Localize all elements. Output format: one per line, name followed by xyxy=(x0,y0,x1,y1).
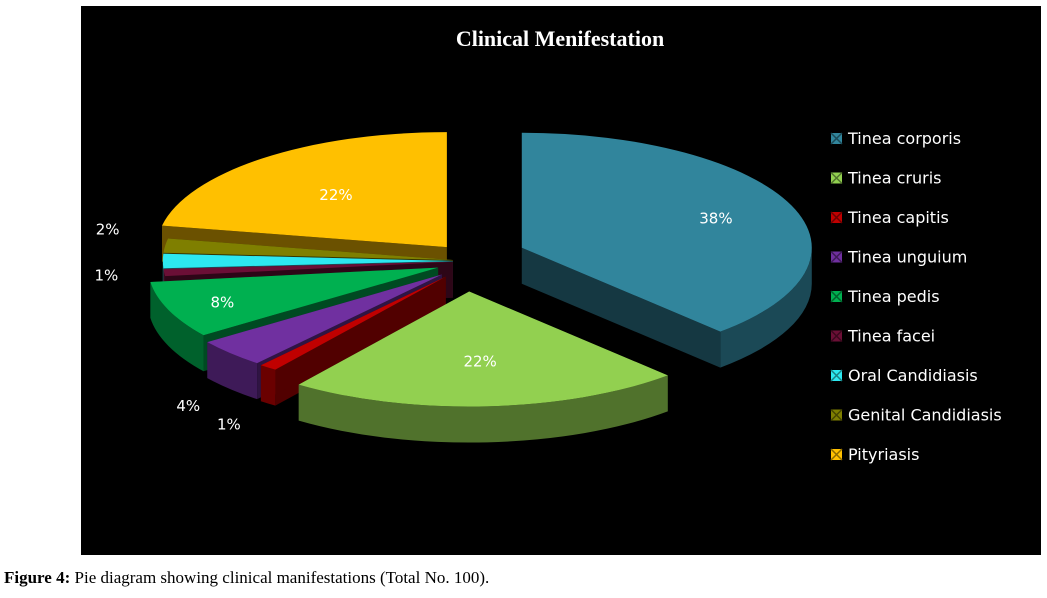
legend-swatch-mark xyxy=(830,448,843,461)
legend-label-tinea-capitis: Tinea capitis xyxy=(847,208,949,227)
legend-label-oral-candidiasis: Oral Candidiasis xyxy=(848,366,978,385)
legend-label-tinea-facei: Tinea facei xyxy=(847,327,935,346)
pie-data-labels: 38%22%1%4%8%1%2%2%22% xyxy=(95,186,733,434)
legend-label-pityriasis: Pityriasis xyxy=(848,445,919,464)
pie-slices xyxy=(150,132,812,407)
slice-outer-wall xyxy=(298,375,668,443)
data-label: 2% xyxy=(96,221,120,239)
slice-wall xyxy=(521,247,721,368)
legend-label-tinea-unguium: Tinea unguium xyxy=(847,248,967,267)
data-label: 4% xyxy=(176,397,200,415)
legend-swatch-mark xyxy=(830,290,843,303)
legend-label-tinea-pedis: Tinea pedis xyxy=(847,287,940,306)
legend-swatch-mark xyxy=(830,132,843,145)
pie-chart: Clinical Menifestation 38% 22% 1% 4% 8% 1% 2% 2… xyxy=(95,26,1002,464)
pie-slice-tinea-corporis xyxy=(521,132,812,332)
legend-swatch-mark xyxy=(830,408,843,422)
data-label: 38% xyxy=(699,209,732,227)
legend-label-genital-candidiasis: Genital Candidiasis xyxy=(848,406,1002,425)
pie-slice-genital-candidiasis xyxy=(163,238,453,261)
caption-text: Pie diagram showing clinical manifestati… xyxy=(70,568,490,587)
pie-slice-tinea-capitis xyxy=(260,276,446,370)
legend-swatch-mark xyxy=(830,250,843,264)
figure-caption: Figure 4: Pie diagram showing clinical m… xyxy=(4,568,489,588)
chart-title: Clinical Menifestation xyxy=(456,26,664,51)
pie-slice-tinea-facei xyxy=(163,261,453,277)
data-label: 1% xyxy=(95,267,119,285)
chart-panel: Clinical Menifestation 38% 22% 1% 4% 8% 1% 2% 2… xyxy=(81,6,1041,555)
pie-slice-tinea-cruris xyxy=(298,291,668,407)
slice-outer-wall xyxy=(720,247,812,368)
data-label: 1% xyxy=(217,416,241,434)
slice-wall xyxy=(260,276,446,402)
legend-label-tinea-corporis: Tinea corporis xyxy=(847,129,961,148)
legend: Tinea corporis Tinea cruris Tinea capitis T… xyxy=(830,129,1002,464)
legend-label-tinea-cruris: Tinea cruris xyxy=(847,169,941,188)
pie-slice-oral-candidiasis xyxy=(162,253,453,269)
legend-swatch-mark xyxy=(830,369,843,382)
data-label: 22% xyxy=(463,352,496,370)
legend-swatch-mark xyxy=(830,211,843,224)
slice-outer-wall xyxy=(260,365,276,406)
pie-slice-tinea-unguium xyxy=(207,274,442,364)
pie-slice-tinea-pedis xyxy=(150,267,439,336)
slice-outer-wall xyxy=(150,282,204,372)
data-label: 8% xyxy=(211,293,235,311)
slice-outer-wall xyxy=(207,342,258,400)
legend-swatch-mark xyxy=(830,171,843,185)
data-label: 22% xyxy=(319,186,352,204)
legend-swatch-mark xyxy=(830,329,843,343)
pie-slice-pityriasis xyxy=(162,132,447,248)
caption-label: Figure 4: xyxy=(4,568,71,587)
